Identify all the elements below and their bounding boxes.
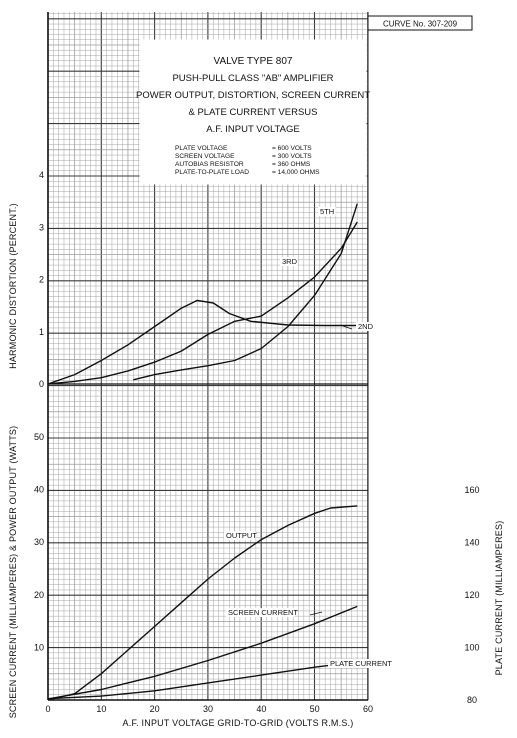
- upper-y-axis-title: HARMONIC DISTORTION (PERCENT.): [8, 203, 18, 369]
- condition-value-1: = 600 VOLTS: [272, 145, 312, 152]
- curve-2nd-harmonic: [47, 299, 358, 385]
- x-axis-title: A.F. INPUT VOLTAGE GRID-TO-GRID (VOLTS R…: [123, 718, 354, 728]
- title-line-5: A.F. INPUT VOLTAGE: [206, 124, 299, 135]
- curve-number: CURVE No. 307-209: [383, 20, 458, 29]
- upper-y-tick-label: 3: [39, 222, 44, 232]
- upper-y-tick-label: 2: [39, 275, 44, 285]
- title-line-4: & PLATE CURRENT VERSUS: [189, 107, 318, 118]
- curve-power-output: [47, 505, 358, 701]
- lower-y-axis-title: SCREEN CURRENT (MILLIAMPERES) & POWER OU…: [8, 426, 18, 719]
- right-y-tick-label: 160: [464, 485, 479, 495]
- axes: [47, 12, 369, 701]
- label-plate-current: PLATE CURRENT: [330, 659, 392, 668]
- x-tick-label: 0: [45, 704, 50, 714]
- condition-label-4: PLATE-TO-PLATE LOAD: [175, 169, 249, 176]
- labels: 0 10 20 30 40 50 60 0 1 2 3 4 10 20 30 40 50 80 100 120 140 1…: [8, 170, 504, 728]
- curve-screen-current: [47, 605, 358, 700]
- right-y-tick-label: 140: [464, 538, 479, 548]
- condition-value-4: = 14,000 OHMS: [272, 169, 320, 176]
- label-2nd-bg: [356, 322, 374, 331]
- label-screen-current-bg: [226, 608, 295, 617]
- x-tick-label: 50: [310, 704, 320, 714]
- upper-y-tick-label: 1: [39, 327, 44, 337]
- curve-5th-harmonic: [133, 203, 358, 381]
- lower-y-tick-label: 40: [34, 485, 44, 495]
- x-tick-label: 10: [96, 704, 106, 714]
- right-y-tick-label: 80: [467, 695, 477, 705]
- lower-y-tick-label: 20: [34, 590, 44, 600]
- label-5th: 5TH: [320, 207, 334, 216]
- title-line-3: POWER OUTPUT, DISTORTION, SCREEN CURRENT: [136, 90, 370, 101]
- condition-label-2: SCREEN VOLTAGE: [175, 153, 235, 160]
- curve-number-box: CURVE No. 307-209: [367, 15, 473, 31]
- label-plate-current-bg: [328, 659, 392, 668]
- curves: [47, 203, 358, 701]
- right-y-tick-label: 120: [464, 590, 479, 600]
- right-y-tick-label: 100: [464, 643, 479, 653]
- title-box: VALVE TYPE 807 PUSH-PULL CLASS "AB" AMPL…: [136, 39, 370, 185]
- lower-y-tick-label: 30: [34, 537, 44, 547]
- upper-y-tick-label: 4: [39, 170, 44, 180]
- right-y-axis-title: PLATE CURRENT (MILLIAMPERES): [494, 521, 504, 676]
- condition-value-3: = 360 OHMS: [272, 161, 311, 168]
- x-tick-label: 40: [256, 704, 266, 714]
- upper-y-tick-label: 0: [39, 379, 44, 389]
- title-line-2: PUSH-PULL CLASS "AB" AMPLIFIER: [172, 73, 333, 84]
- label-5th-bg: [318, 207, 336, 216]
- condition-label-3: AUTOBIAS RESISTOR: [175, 161, 244, 168]
- 2nd-leader: [339, 324, 353, 330]
- curve-plate-current: [47, 661, 358, 700]
- label-output-bg: [224, 531, 256, 540]
- title-line-1: VALVE TYPE 807: [214, 56, 293, 67]
- x-tick-label: 30: [203, 704, 213, 714]
- screen-current-leader: [309, 611, 323, 616]
- x-tick-label: 20: [150, 704, 160, 714]
- lower-y-tick-label: 50: [34, 432, 44, 442]
- x-tick-label: 60: [363, 704, 373, 714]
- label-output: OUTPUT: [226, 531, 257, 540]
- label-screen-current: SCREEN CURRENT: [228, 608, 298, 617]
- lower-y-tick-label: 10: [34, 642, 44, 652]
- label-3rd-bg: [280, 257, 298, 266]
- condition-label-1: PLATE VOLTAGE: [175, 145, 228, 152]
- label-3rd: 3RD: [282, 257, 298, 266]
- curve-3rd-harmonic: [47, 221, 358, 385]
- label-2nd: 2ND: [358, 322, 374, 331]
- condition-value-2: = 300 VOLTS: [272, 153, 312, 160]
